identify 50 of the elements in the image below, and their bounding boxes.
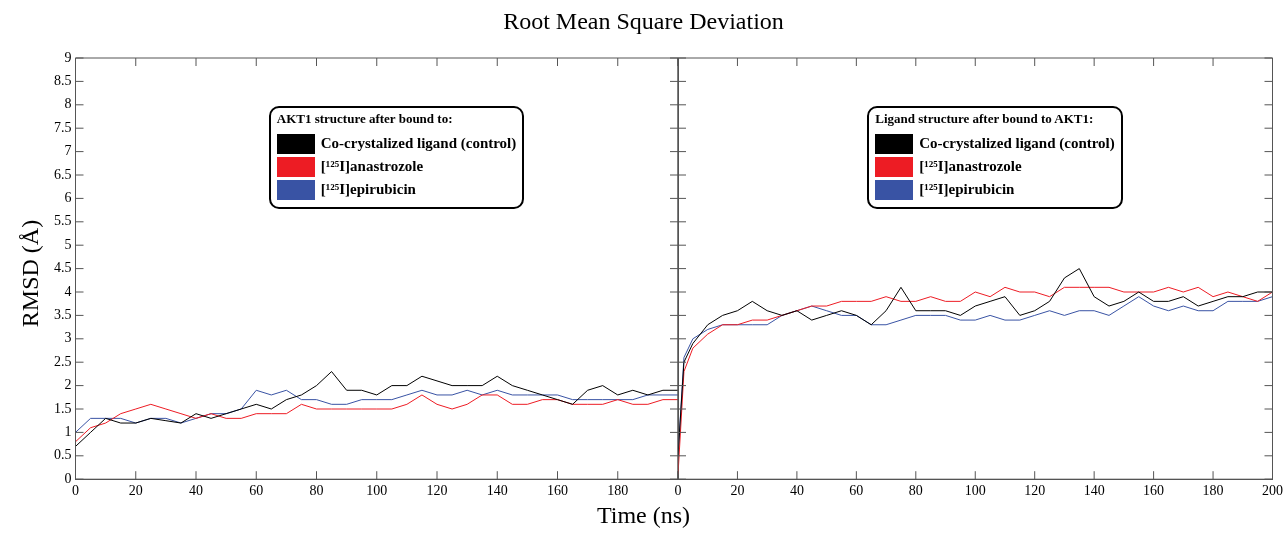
x-tick-label: 180 xyxy=(1202,483,1224,499)
y-tick-label: 8 xyxy=(64,96,72,112)
legend-label: [¹²⁵I]anastrozole xyxy=(320,158,424,175)
y-tick-label: 6.5 xyxy=(54,166,72,182)
x-tick-label: 40 xyxy=(189,483,203,499)
x-tick-label: 160 xyxy=(547,483,568,499)
x-tick-label: 140 xyxy=(486,483,508,499)
x-tick-label: 140 xyxy=(1083,483,1105,499)
legend-title: Ligand structure after bound to AKT1: xyxy=(875,111,1095,127)
x-tick-label: 160 xyxy=(1143,483,1165,499)
x-tick-label: 40 xyxy=(789,483,804,499)
y-tick-label: 7 xyxy=(64,143,72,159)
y-axis-title: RMSD (Å) xyxy=(16,218,44,330)
x-tick-label: 120 xyxy=(426,483,448,499)
y-tick-label: 4.5 xyxy=(54,260,72,276)
x-tick-label: 120 xyxy=(1024,483,1046,499)
y-tick-label: 3.5 xyxy=(54,307,72,323)
y-tick-label: 5.5 xyxy=(54,213,72,229)
x-tick-label: 80 xyxy=(309,483,324,499)
x-axis-title: Time (ns) xyxy=(595,502,692,529)
x-tick-label: 200 xyxy=(1262,483,1283,499)
legend-label: [¹²⁵I]anastrozole xyxy=(919,158,1022,175)
chart-title: Root Mean Square Deviation xyxy=(502,8,785,35)
y-tick-label: 0.5 xyxy=(54,447,72,463)
y-tick-label: 7.5 xyxy=(54,119,72,135)
y-tick-label: 1.5 xyxy=(54,400,72,416)
y-tick-label: 5 xyxy=(64,236,72,252)
legend-label: [¹²⁵I]epirubicin xyxy=(320,181,416,198)
y-tick-label: 2 xyxy=(64,377,72,393)
x-tick-label: 20 xyxy=(730,483,745,499)
x-tick-label: 180 xyxy=(607,483,629,499)
legend-label: Co-crystalized ligand (control) xyxy=(320,135,517,152)
legend-label: [¹²⁵I]epirubicin xyxy=(919,181,1015,198)
x-tick-label: 0 xyxy=(674,483,682,499)
y-tick-label: 2.5 xyxy=(54,353,72,369)
y-tick-label: 8.5 xyxy=(54,73,72,89)
y-tick-label: 0 xyxy=(64,470,72,486)
legend-label: Co-crystalized ligand (control) xyxy=(919,135,1115,152)
x-tick-label: 60 xyxy=(249,483,264,499)
legend-title: AKT1 structure after bound to: xyxy=(276,111,454,127)
y-tick-label: 4 xyxy=(64,283,72,299)
x-tick-label: 100 xyxy=(366,483,388,499)
x-tick-label: 80 xyxy=(908,483,923,499)
x-tick-label: 20 xyxy=(128,483,143,499)
y-tick-label: 1 xyxy=(64,424,72,440)
y-tick-label: 9 xyxy=(64,49,72,65)
x-tick-label: 60 xyxy=(849,483,864,499)
y-tick-label: 6 xyxy=(64,190,72,206)
x-tick-label: 100 xyxy=(964,483,986,499)
y-tick-label: 3 xyxy=(64,330,72,346)
